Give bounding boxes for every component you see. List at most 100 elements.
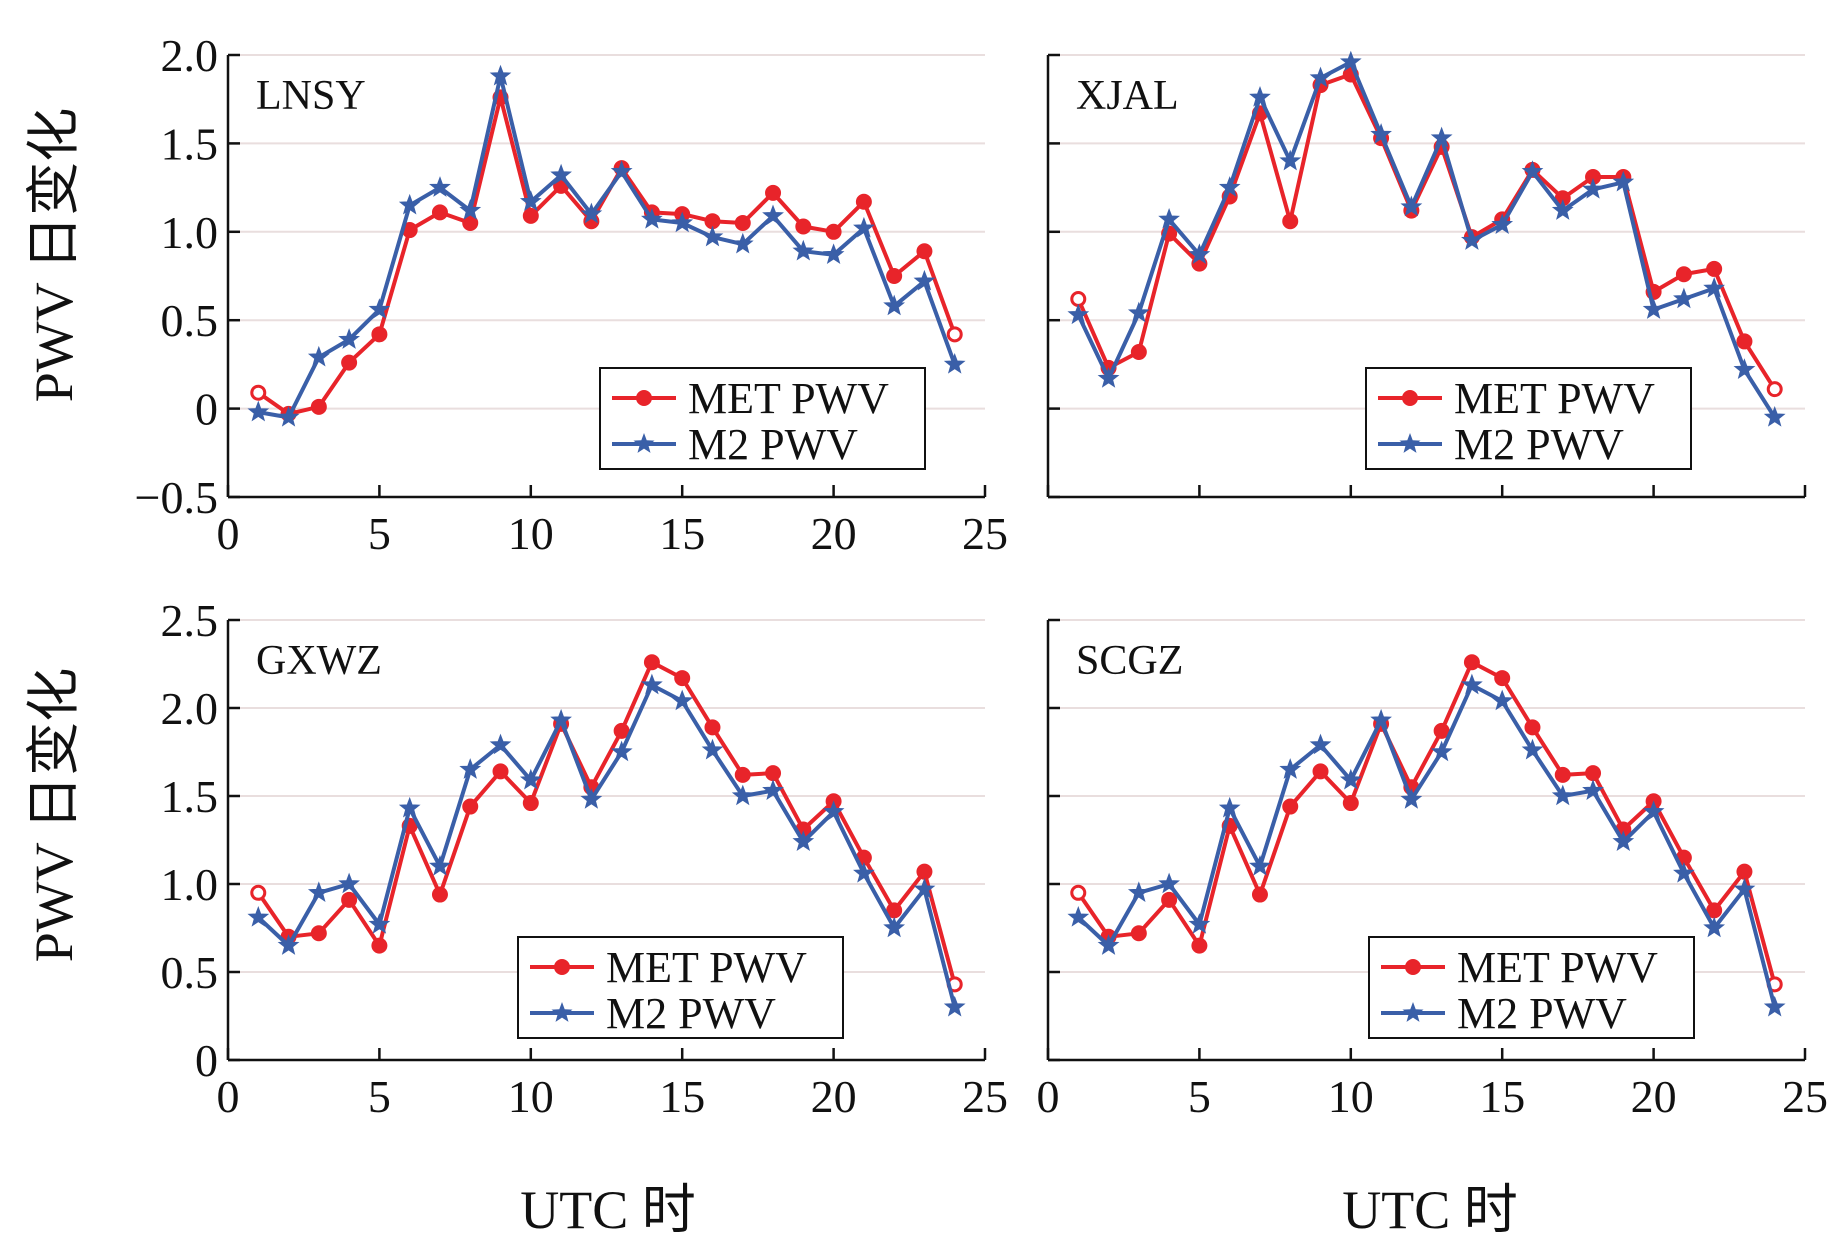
point-m2 xyxy=(671,211,694,233)
x-tick-label: 25 xyxy=(962,508,1008,559)
series-line-met xyxy=(1076,660,1777,985)
y-axis-title-top: PWV 日变化 xyxy=(24,108,84,403)
x-tick-label: 10 xyxy=(508,1071,554,1122)
point-m2 xyxy=(398,193,421,215)
panel-label: XJAL xyxy=(1076,73,1179,119)
legend-label: MET PWV xyxy=(1457,943,1658,992)
y-tick-label: 1.0 xyxy=(161,207,219,258)
y-tick-label: −0.5 xyxy=(135,472,218,523)
legend-box xyxy=(599,367,926,470)
point-m2 xyxy=(1461,673,1483,695)
point-m2 xyxy=(1400,195,1423,217)
x-tick-label: 5 xyxy=(1188,1071,1211,1122)
point-m2 xyxy=(1279,758,1302,779)
point-m2 xyxy=(1097,367,1120,388)
point-m2 xyxy=(1673,861,1695,883)
point-m2 xyxy=(1491,213,1514,234)
legend-marker-m2 xyxy=(1399,433,1421,453)
point-m2 xyxy=(913,877,936,899)
legend-label: MET PWV xyxy=(606,943,807,992)
point-m2 xyxy=(1491,689,1514,711)
point-m2 xyxy=(731,232,754,254)
panel-gxwz: 0 0.5 1.0 1.5 2.0 2.5 0 5 10 15 20 25 GXWZ MET PWVM2 … xyxy=(161,595,1009,1122)
x-tick-label: 20 xyxy=(1631,1071,1677,1122)
point-m2 xyxy=(459,758,482,779)
point-m2 xyxy=(731,784,754,806)
point-met xyxy=(855,193,872,210)
legend-label: M2 PWV xyxy=(1457,989,1627,1038)
x-tick-label: 0 xyxy=(217,1071,240,1122)
point-met xyxy=(946,326,963,343)
x-tick-label: 5 xyxy=(368,508,391,559)
point-met xyxy=(1342,795,1359,812)
point-met xyxy=(643,654,660,671)
point-met xyxy=(1766,381,1783,398)
point-m2 xyxy=(489,733,512,755)
point-m2 xyxy=(671,689,694,711)
legend-marker-met xyxy=(636,390,652,406)
x-tick-label: 20 xyxy=(811,508,857,559)
point-m2 xyxy=(1703,916,1726,938)
point-m2 xyxy=(762,779,784,800)
point-met xyxy=(371,326,388,343)
point-m2 xyxy=(1127,301,1150,323)
point-m2 xyxy=(1097,934,1120,955)
y-axis-title-bottom: PWV 日变化 xyxy=(24,668,84,963)
point-met xyxy=(341,891,358,908)
point-m2 xyxy=(943,995,966,1017)
point-m2 xyxy=(459,199,482,220)
point-met xyxy=(1524,719,1541,736)
point-met xyxy=(795,218,812,235)
point-met xyxy=(492,763,509,780)
point-met xyxy=(1736,863,1753,880)
point-m2 xyxy=(580,202,603,224)
x-tick-label: 0 xyxy=(217,508,240,559)
point-met xyxy=(674,670,691,687)
point-met xyxy=(1463,654,1480,671)
point-met xyxy=(1282,213,1299,230)
point-m2 xyxy=(307,881,330,903)
point-m2 xyxy=(1067,905,1090,927)
x-tick-label: 25 xyxy=(1782,1071,1828,1122)
x-axis-title-left: UTC 时 xyxy=(520,1180,696,1240)
point-m2 xyxy=(1158,207,1180,229)
point-m2 xyxy=(701,738,724,760)
point-m2 xyxy=(913,269,936,291)
point-m2 xyxy=(1218,796,1241,818)
x-tick-label: 20 xyxy=(811,1071,857,1122)
point-m2 xyxy=(1188,243,1211,265)
legend-marker-m2 xyxy=(1402,1002,1424,1022)
point-m2 xyxy=(1249,854,1271,876)
point-m2 xyxy=(883,916,906,938)
point-m2 xyxy=(1370,708,1392,730)
point-met xyxy=(886,902,903,919)
legend-marker-met xyxy=(554,959,570,975)
x-tick-label: 5 xyxy=(368,1071,391,1122)
legend-box xyxy=(1368,936,1695,1039)
point-m2 xyxy=(338,328,360,349)
x-tick-label: 15 xyxy=(659,1071,705,1122)
x-tick-label: 15 xyxy=(659,508,705,559)
point-met xyxy=(1585,765,1602,782)
panel-label: LNSY xyxy=(256,73,366,119)
point-m2 xyxy=(1400,788,1423,809)
point-m2 xyxy=(1551,784,1574,806)
x-tick-label: 25 xyxy=(962,1071,1008,1122)
y-tick-label: 0.5 xyxy=(161,947,219,998)
point-m2 xyxy=(1309,733,1332,755)
y-tick-label: 1.5 xyxy=(161,771,219,822)
point-m2 xyxy=(943,352,966,374)
x-tick-label: 15 xyxy=(1479,1071,1525,1122)
point-m2 xyxy=(1339,768,1362,790)
point-met xyxy=(1282,798,1299,815)
legend-marker-met xyxy=(1405,959,1421,975)
point-met xyxy=(1675,266,1692,283)
x-axis-title-right: UTC 时 xyxy=(1342,1180,1518,1240)
point-m2 xyxy=(701,225,724,247)
panel-label: SCGZ xyxy=(1076,638,1183,684)
point-m2 xyxy=(1763,995,1786,1017)
legend-marker-m2 xyxy=(551,1002,573,1022)
point-met xyxy=(1312,763,1329,780)
